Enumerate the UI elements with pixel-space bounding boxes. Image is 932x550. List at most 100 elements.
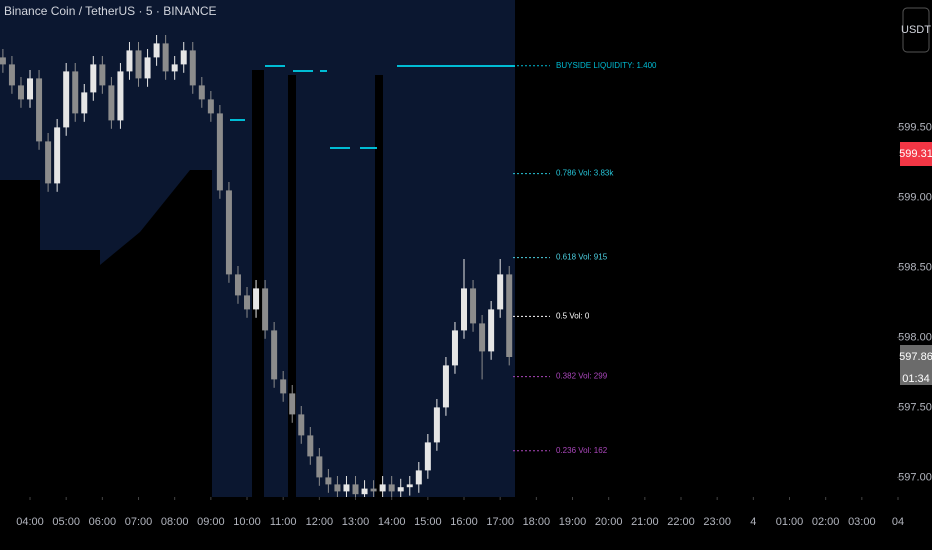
candle-body xyxy=(234,274,241,296)
candle-body xyxy=(244,295,251,310)
x-tick-label: 14:00 xyxy=(378,516,406,528)
x-tick-label: 23:00 xyxy=(703,516,731,528)
candle-body xyxy=(334,484,341,492)
liquidity-segments xyxy=(230,65,515,149)
candle-body xyxy=(415,470,422,485)
y-tick-label: 598.50 xyxy=(898,261,932,273)
currency-button[interactable] xyxy=(902,7,930,53)
candle-body xyxy=(325,477,332,485)
candle-body xyxy=(189,50,196,86)
x-tick-label: 4 xyxy=(750,516,756,528)
chart-title: Binance Coin / TetherUS · 5 · BINANCE xyxy=(4,4,217,18)
x-tick-label: 10:00 xyxy=(233,516,261,528)
y-tick-label: 597.00 xyxy=(898,471,932,483)
candle-body xyxy=(379,484,386,492)
candle-body xyxy=(289,393,296,415)
candle-body xyxy=(36,78,43,142)
candle-body xyxy=(216,113,223,191)
level-label: 0.618 Vol: 915 xyxy=(556,253,608,262)
candle-body xyxy=(45,141,52,184)
candle-body xyxy=(171,64,178,72)
x-tick-label: 09:00 xyxy=(197,516,225,528)
zone-cut xyxy=(375,75,383,497)
x-tick-label: 17:00 xyxy=(486,516,514,528)
candle-body xyxy=(479,323,486,352)
price-tag-label: 597.86 xyxy=(899,351,932,363)
candle-body xyxy=(497,274,504,310)
x-tick-label: 21:00 xyxy=(631,516,659,528)
x-tick-label: 12:00 xyxy=(306,516,334,528)
y-tick-label: 599.50 xyxy=(898,121,932,133)
candle-body xyxy=(99,64,106,86)
candle-body xyxy=(126,50,133,72)
candle-body xyxy=(198,85,205,100)
candle-body xyxy=(488,309,495,352)
x-tick-label: 22:00 xyxy=(667,516,695,528)
candle-body xyxy=(442,365,449,408)
level-label: 0.236 Vol: 162 xyxy=(556,446,608,455)
x-tick-label: 13:00 xyxy=(342,516,370,528)
candle-body xyxy=(8,64,15,86)
candle-body xyxy=(207,99,214,114)
candle-body xyxy=(370,488,377,492)
level-label: 0.382 Vol: 299 xyxy=(556,372,608,381)
candle-body xyxy=(117,71,124,121)
candle-body xyxy=(253,288,260,310)
y-tick-label: 597.50 xyxy=(898,401,932,413)
candle-body xyxy=(461,288,468,331)
candle-body xyxy=(397,487,404,492)
x-tick-label: 01:00 xyxy=(776,516,804,528)
candle-body xyxy=(280,379,287,394)
candle-body xyxy=(307,435,314,457)
x-tick-label: 07:00 xyxy=(125,516,153,528)
candle-body xyxy=(54,127,61,184)
zone-cut xyxy=(288,75,296,497)
x-tick-label: 16:00 xyxy=(450,516,478,528)
countdown-box xyxy=(900,369,932,385)
x-tick-label: 06:00 xyxy=(89,516,117,528)
candle-body xyxy=(144,57,151,79)
x-tick-label: 04 xyxy=(892,516,904,528)
candle-body xyxy=(63,71,70,128)
candle-body xyxy=(262,288,269,331)
candle-body xyxy=(433,407,440,443)
candle-body xyxy=(361,488,368,495)
x-tick-label: 15:00 xyxy=(414,516,442,528)
candle-body xyxy=(162,43,169,72)
candle-body xyxy=(90,64,97,93)
x-tick-label: 05:00 xyxy=(52,516,80,528)
zone-cut xyxy=(0,170,212,497)
price-tag xyxy=(900,142,932,166)
price-tag xyxy=(900,345,932,369)
candle-body xyxy=(153,43,160,58)
candle-body xyxy=(316,456,323,478)
zone-cut xyxy=(252,70,264,497)
candle-body xyxy=(298,414,305,436)
y-tick-label: 598.00 xyxy=(898,331,932,343)
x-tick-label: 04:00 xyxy=(16,516,44,528)
candle-body xyxy=(108,85,115,121)
x-tick-label: 02:00 xyxy=(812,516,840,528)
candle-body xyxy=(0,57,6,65)
y-tick-label: 599.00 xyxy=(898,191,932,203)
candle-body xyxy=(506,274,513,357)
x-tick-label: 03:00 xyxy=(848,516,876,528)
level-label: BUYSIDE LIQUIDITY: 1.400 xyxy=(556,61,657,70)
price-tag-label: 599.31 xyxy=(899,148,932,160)
candle-body xyxy=(470,288,477,324)
candle-body xyxy=(27,78,34,100)
x-tick-label: 20:00 xyxy=(595,516,623,528)
candle-body xyxy=(424,442,431,471)
candle-body xyxy=(225,190,232,275)
candle-body xyxy=(180,50,187,65)
x-tick-label: 18:00 xyxy=(523,516,551,528)
candle-body xyxy=(388,484,395,492)
countdown: 01:34 xyxy=(902,373,930,385)
candle-body xyxy=(343,484,350,492)
candle-body xyxy=(271,330,278,380)
currency-label[interactable]: USDT xyxy=(901,24,931,36)
level-label: 0.5 Vol: 0 xyxy=(556,312,590,321)
candle-body xyxy=(17,85,24,100)
